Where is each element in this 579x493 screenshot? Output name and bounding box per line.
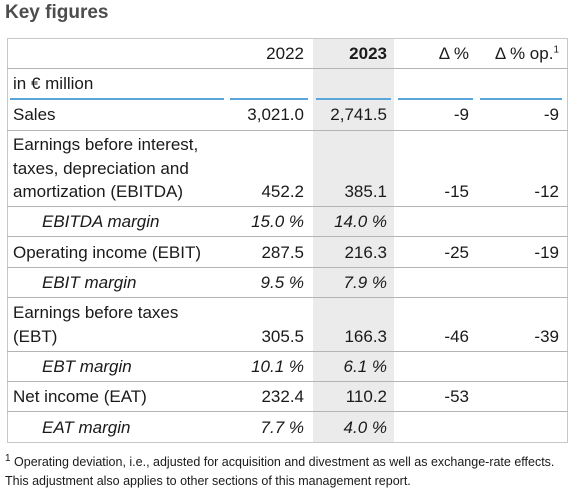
- row-label-net-income: Net income (EAT): [13, 387, 147, 406]
- row-rule: [7, 206, 568, 207]
- accent-rule: [316, 98, 391, 100]
- cell-delta: -25: [444, 243, 469, 262]
- row-rule: [7, 130, 568, 131]
- cell-delta: -15: [444, 182, 469, 201]
- cell-2022: 452.2: [261, 182, 304, 201]
- cell-2023: 110.2: [345, 387, 387, 406]
- row-rule: [7, 267, 568, 268]
- row-label-ebit-margin: EBIT margin: [42, 273, 137, 292]
- header-2022: 2022: [266, 44, 304, 63]
- row-label-ebitda-line3: amortization (EBITDA): [13, 182, 184, 201]
- accent-rule: [10, 98, 224, 100]
- row-rule: [7, 297, 568, 298]
- row-rule: [7, 236, 568, 237]
- cell-2022: 305.5: [261, 327, 304, 346]
- row-label-ebt-line2: (EBT): [13, 327, 58, 346]
- row-rule: [7, 381, 568, 382]
- cell-2023: 6.1 %: [343, 357, 387, 376]
- row-label-ebitda-margin: EBITDA margin: [42, 212, 160, 231]
- cell-2023: 385.1: [344, 182, 387, 201]
- footnote-marker: 1: [5, 452, 11, 464]
- cell-2023: 4.0 %: [343, 418, 387, 437]
- column-2023-shading: [313, 38, 394, 443]
- cell-delta-op: -12: [534, 182, 559, 201]
- cell-2022: 15.0 %: [251, 212, 304, 231]
- cell-2023: 14.0 %: [334, 212, 387, 231]
- cell-2022: 9.5 %: [260, 273, 304, 292]
- header-delta: Δ %: [438, 44, 469, 63]
- row-rule: [7, 351, 568, 352]
- header-rule: [7, 68, 568, 69]
- row-rule: [7, 411, 568, 412]
- cell-2022: 232.4: [261, 387, 304, 406]
- cell-delta: -53: [444, 387, 469, 406]
- cell-delta-op: -9: [543, 105, 559, 124]
- unit-label: in € million: [13, 74, 94, 93]
- cell-delta: -46: [444, 327, 469, 346]
- header-2023: 2023: [349, 44, 387, 63]
- row-label-ebt-line1: Earnings before taxes: [13, 303, 179, 322]
- cell-2023: 2,741.5: [330, 105, 387, 124]
- header-delta-op-label: Δ % op.: [494, 44, 554, 63]
- row-label-eat-margin: EAT margin: [42, 418, 131, 437]
- cell-delta-op: -19: [534, 243, 559, 262]
- accent-rule: [480, 98, 562, 100]
- cell-2022: 3,021.0: [247, 105, 304, 124]
- row-label-ebt-margin: EBT margin: [42, 357, 132, 376]
- footnote: 1 Operating deviation, i.e., adjusted fo…: [5, 453, 575, 491]
- key-figures-table: [7, 38, 568, 443]
- cell-2022: 10.1 %: [251, 357, 304, 376]
- accent-rule: [230, 98, 308, 100]
- cell-2022: 287.5: [261, 243, 304, 262]
- cell-delta-op: -39: [534, 327, 559, 346]
- cell-2022: 7.7 %: [260, 418, 304, 437]
- header-delta-op: Δ % op.1: [495, 44, 559, 64]
- cell-2023: 166.3: [344, 327, 387, 346]
- row-label-sales: Sales: [13, 105, 56, 124]
- header-footnote-marker: 1: [553, 44, 559, 56]
- cell-2023: 216.3: [344, 243, 387, 262]
- cell-delta: -9: [453, 105, 469, 124]
- row-label-ebit: Operating income (EBIT): [13, 243, 202, 262]
- row-label-ebitda-line2: taxes, depreciation and: [13, 159, 189, 178]
- row-label-ebitda-line1: Earnings before interest,: [13, 135, 199, 154]
- cell-2023: 7.9 %: [343, 273, 387, 292]
- accent-rule: [398, 98, 473, 100]
- page-title: Key figures: [5, 2, 109, 23]
- footnote-text: Operating deviation, i.e., adjusted for …: [5, 455, 555, 488]
